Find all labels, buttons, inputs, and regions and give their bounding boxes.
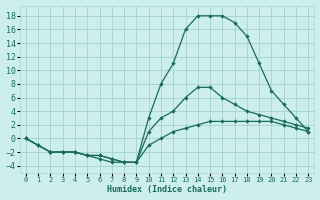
X-axis label: Humidex (Indice chaleur): Humidex (Indice chaleur) — [107, 185, 227, 194]
